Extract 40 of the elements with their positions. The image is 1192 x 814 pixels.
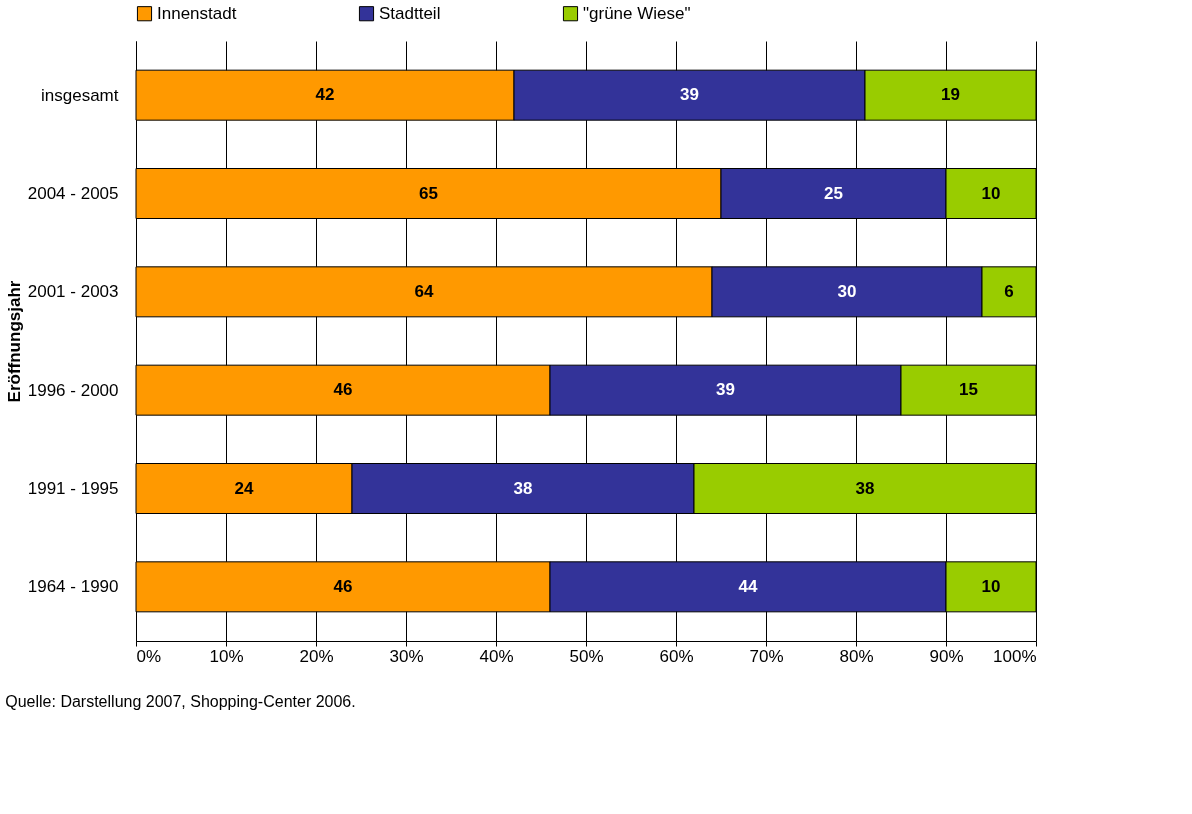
legend-label: "grüne Wiese" [583,3,691,23]
data-label: 15 [959,380,978,400]
data-label: 44 [738,576,758,596]
data-label: 64 [414,281,434,301]
data-label: 10 [981,576,1001,596]
x-tick-label: 0% [136,646,162,666]
x-tick-label: 50% [569,646,604,666]
y-tick-label: 2001 - 2003 [27,282,119,302]
data-label: 38 [855,478,875,498]
x-tick-label: 90% [929,646,964,666]
y-tick-label: 1964 - 1990 [27,577,119,597]
x-tick-label: 60% [659,646,694,666]
data-label: 6 [1004,281,1014,301]
x-tick-label: 80% [839,646,874,666]
x-tick-label: 10% [209,646,244,666]
data-label: 38 [513,478,533,498]
y-axis-title: Eröffnungsjahr [4,280,24,403]
data-label: 46 [333,380,353,400]
y-tick-label: 1991 - 1995 [27,479,119,498]
x-tick-label: 40% [479,646,514,666]
y-tick-label: 1996 - 2000 [27,380,119,400]
x-tick-label: 70% [749,646,784,666]
x-tick-label: 30% [389,646,424,666]
data-label: 42 [315,85,335,105]
x-tick-label: 100% [993,646,1037,666]
data-label: 39 [716,380,735,400]
data-label: 65 [419,183,438,203]
x-tick-label: 20% [299,646,334,666]
data-label: 10 [981,183,1001,203]
legend-label: Innenstadt [157,3,237,23]
data-label: 24 [234,478,254,498]
data-label: 30 [837,281,857,301]
data-label: 39 [680,85,699,105]
data-label: 25 [824,183,843,203]
y-tick-label: insgesamt [41,85,119,105]
data-label: 19 [941,85,960,105]
source-note: Quelle: Darstellung 2007, Shopping-Center 2006. [5,693,356,710]
legend-label: Stadtteil [379,3,441,23]
y-tick-label: 2004 - 2005 [27,184,119,203]
data-label: 46 [333,576,353,596]
